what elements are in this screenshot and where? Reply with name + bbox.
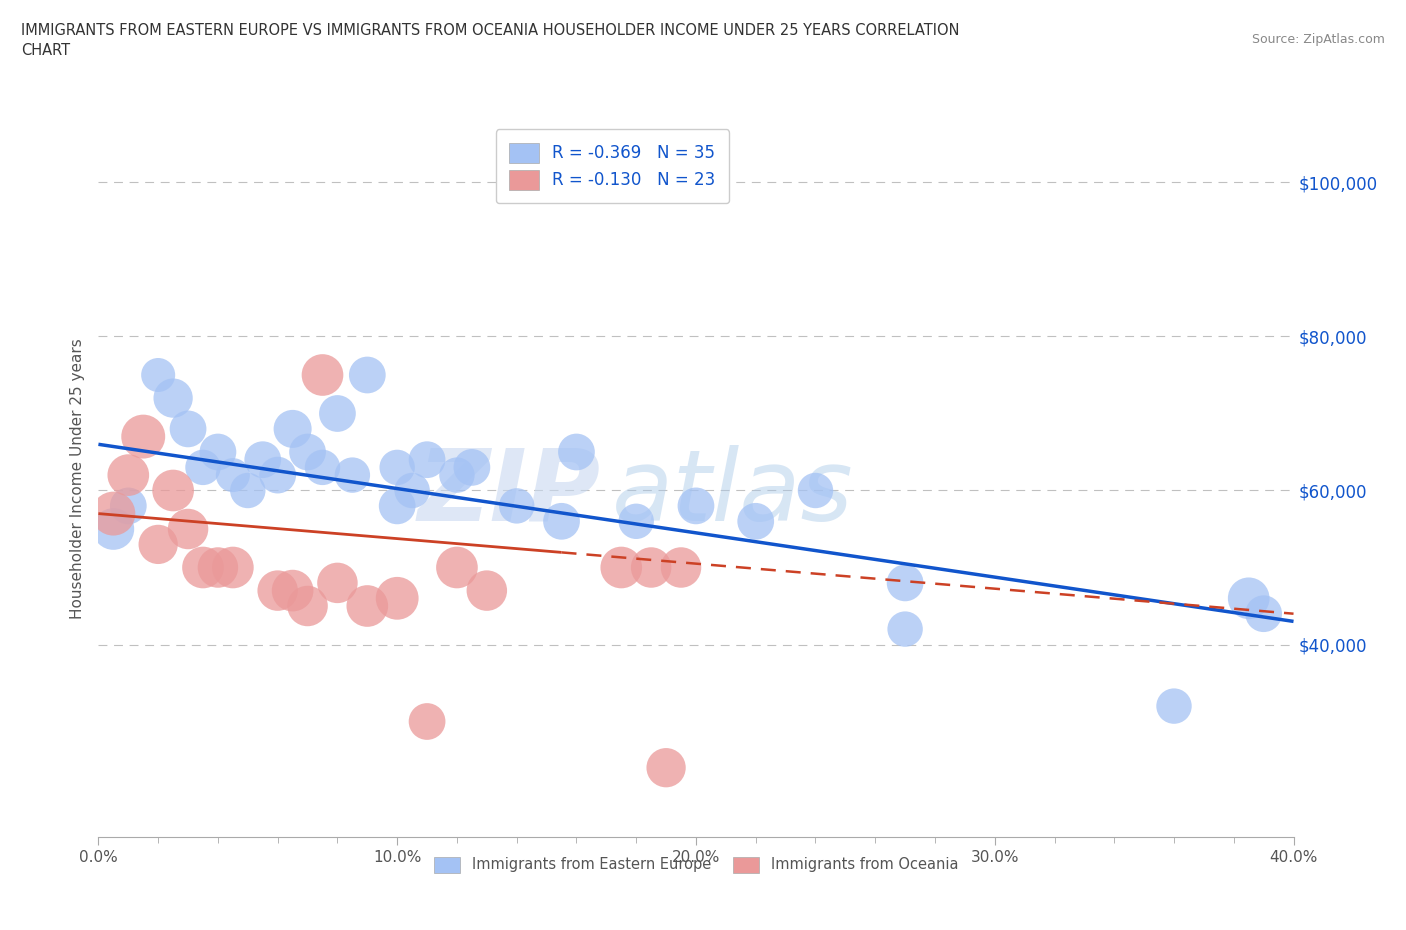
Point [281, 421, 304, 436]
Point [311, 460, 333, 475]
Point [162, 391, 184, 405]
Point [356, 367, 378, 382]
Point [626, 514, 648, 529]
Point [416, 714, 439, 729]
Point [640, 560, 662, 575]
Point [222, 468, 245, 483]
Point [550, 514, 572, 529]
Point [669, 560, 692, 575]
Point [222, 560, 245, 575]
Text: Source: ZipAtlas.com: Source: ZipAtlas.com [1251, 33, 1385, 46]
Point [103, 506, 125, 521]
Point [385, 498, 409, 513]
Text: IMMIGRANTS FROM EASTERN EUROPE VS IMMIGRANTS FROM OCEANIA HOUSEHOLDER INCOME UND: IMMIGRANTS FROM EASTERN EUROPE VS IMMIGR… [21, 23, 959, 58]
Point [342, 468, 364, 483]
Point [446, 560, 468, 575]
Point [252, 452, 274, 467]
Point [311, 367, 333, 382]
Point [894, 621, 917, 636]
Point [461, 460, 484, 475]
Point [356, 599, 378, 614]
Point [103, 522, 125, 537]
Point [162, 483, 184, 498]
Point [446, 468, 468, 483]
Point [655, 760, 678, 775]
Point [236, 483, 259, 498]
Y-axis label: Householder Income Under 25 years: Householder Income Under 25 years [69, 339, 84, 619]
Point [565, 445, 588, 459]
Point [281, 583, 304, 598]
Point [401, 483, 423, 498]
Legend: Immigrants from Eastern Europe, Immigrants from Oceania: Immigrants from Eastern Europe, Immigran… [426, 849, 966, 880]
Point [1237, 591, 1260, 605]
Point [191, 560, 214, 575]
Text: atlas: atlas [613, 445, 853, 542]
Point [610, 560, 633, 575]
Point [685, 498, 707, 513]
Point [117, 498, 139, 513]
Point [1253, 606, 1275, 621]
Point [177, 522, 200, 537]
Point [177, 421, 200, 436]
Point [385, 460, 409, 475]
Point [207, 560, 229, 575]
Point [506, 498, 529, 513]
Point [148, 537, 170, 551]
Point [191, 460, 214, 475]
Point [132, 429, 155, 444]
Point [475, 583, 498, 598]
Point [207, 445, 229, 459]
Point [326, 576, 349, 591]
Point [804, 483, 827, 498]
Point [267, 468, 290, 483]
Point [297, 599, 319, 614]
Point [1163, 698, 1185, 713]
Point [297, 445, 319, 459]
Point [148, 367, 170, 382]
Point [894, 576, 917, 591]
Point [326, 406, 349, 421]
Point [267, 583, 290, 598]
Point [385, 591, 409, 605]
Text: ZIP: ZIP [418, 445, 600, 542]
Point [745, 514, 768, 529]
Point [117, 468, 139, 483]
Point [416, 452, 439, 467]
